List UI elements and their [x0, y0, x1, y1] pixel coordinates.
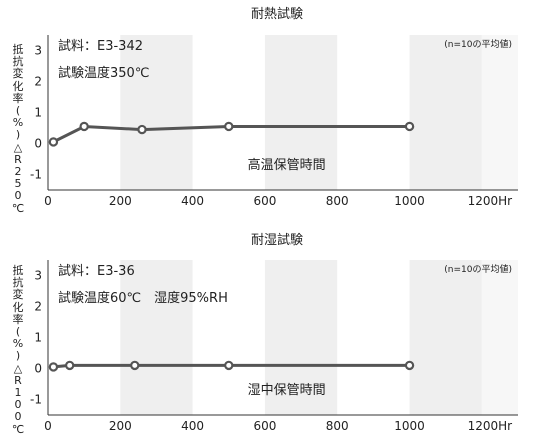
humidity-chart-title: 耐湿試験	[251, 232, 303, 248]
y-axis-label-char: )	[15, 349, 21, 363]
y-axis-label-char: (	[15, 104, 21, 118]
y-axis-label-char: △	[13, 140, 23, 154]
y-axis-label-heat: 抵抗変化率(%) △ R 2 5 0 ℃	[9, 43, 27, 215]
y-axis-label-humidity: 抵抗変化率(%) △ R 1 0 0 ℃	[9, 264, 27, 436]
y-axis-label-char: ℃	[11, 201, 25, 215]
humidity-data-point	[48, 362, 59, 372]
heat-y-tick-label: 3	[34, 44, 42, 58]
humidity-annotation: 湿中保管時間	[248, 383, 326, 398]
humidity-data-point	[404, 360, 415, 371]
heat-x-tick-label: 800	[326, 194, 349, 208]
humidity-x-tick-label: 200	[109, 419, 132, 433]
humidity-x-tick-label: 800	[326, 419, 349, 433]
heat-sample-label: 試料：E3-342	[58, 38, 143, 54]
heat-background-band	[120, 35, 193, 190]
heat-x-tick-label: 400	[181, 194, 204, 208]
humidity-y-tick-label: 2	[34, 300, 42, 314]
humidity-condition-label: 試験温度60℃ 湿度95%RH	[58, 290, 228, 306]
y-axis-label-char: R	[14, 152, 22, 166]
y-axis-label-char: )	[15, 128, 21, 142]
heat-background-band	[409, 35, 482, 190]
y-axis-label-char: 0	[14, 398, 22, 412]
humidity-x-tick-label: 400	[181, 419, 204, 433]
y-axis-label-char: 率	[12, 91, 24, 105]
heat-data-point	[48, 137, 59, 147]
heat-x-tick-label: 200	[109, 194, 132, 208]
heat-background-band	[264, 35, 338, 190]
heat-data-point	[224, 121, 234, 132]
humidity-y-tick-label: 3	[34, 269, 42, 283]
y-axis-label-char: △	[13, 361, 23, 375]
y-axis-label-char: R	[14, 373, 22, 387]
heat-data-point	[137, 124, 147, 135]
humidity-x-tick-label: 1000	[394, 419, 425, 433]
y-axis-label-char: 1	[14, 386, 22, 400]
humidity-data-point	[224, 360, 234, 371]
y-axis-label-char: %	[12, 116, 24, 130]
y-axis-label-char: 5	[14, 177, 22, 191]
y-axis-label-char: 変	[12, 288, 24, 302]
y-axis-label-char: 化	[12, 300, 24, 314]
heat-x-tick-label: 0	[44, 194, 52, 208]
heat-note: (n=10の平均値)	[444, 38, 512, 50]
y-axis-label-char: (	[15, 325, 21, 339]
heat-y-tick-label: 1	[34, 106, 42, 120]
humidity-x-tick-label: 1200Hr	[468, 419, 513, 433]
humidity-background-band	[481, 260, 518, 415]
heat-annotation: 高温保管時間	[248, 157, 326, 173]
heat-y-tick-label: 2	[34, 75, 42, 89]
humidity-x-tick-label: 0	[44, 419, 52, 433]
y-axis-label-char: 抵	[12, 264, 24, 277]
y-axis-label-char: 抗	[12, 55, 24, 69]
humidity-note: (n=10の平均値)	[444, 263, 512, 275]
humidity-background-band	[264, 260, 338, 415]
y-axis-label-char: %	[12, 337, 24, 351]
humidity-y-tick-label: 0	[34, 362, 42, 376]
y-axis-label-char: 化	[12, 79, 24, 93]
humidity-sample-label: 試料：E3-36	[58, 263, 135, 279]
heat-chart-title: 耐熱試験	[251, 6, 303, 22]
heat-data-point	[79, 121, 89, 132]
y-axis-label-char: 抵	[12, 43, 24, 56]
heat-x-tick-label: 1000	[394, 194, 425, 208]
y-axis-label-char: 2	[14, 165, 22, 179]
y-axis-label-char: 率	[12, 312, 24, 326]
humidity-data-point	[64, 360, 75, 371]
y-axis-label-char: 抗	[12, 276, 24, 290]
heat-y-tick-label: 0	[34, 137, 42, 151]
humidity-y-tick-label: 1	[34, 331, 42, 345]
humidity-data-point	[130, 360, 140, 371]
heat-x-tick-label: 600	[253, 194, 276, 208]
humidity-y-tick-label: -1	[30, 393, 42, 407]
heat-background-band	[481, 35, 518, 190]
heat-condition-label: 試験温度350℃	[58, 65, 149, 81]
y-axis-label-char: 0	[14, 189, 22, 203]
heat-y-tick-label: -1	[30, 168, 42, 182]
y-axis-label-char: 変	[12, 67, 24, 81]
heat-data-point	[404, 121, 415, 132]
humidity-background-band	[409, 260, 482, 415]
humidity-x-tick-label: 600	[253, 419, 276, 433]
humidity-background-band	[120, 260, 193, 415]
y-axis-label-char: 0	[14, 410, 22, 424]
y-axis-label-char: ℃	[11, 422, 25, 436]
heat-x-tick-label: 1200Hr	[468, 194, 513, 208]
